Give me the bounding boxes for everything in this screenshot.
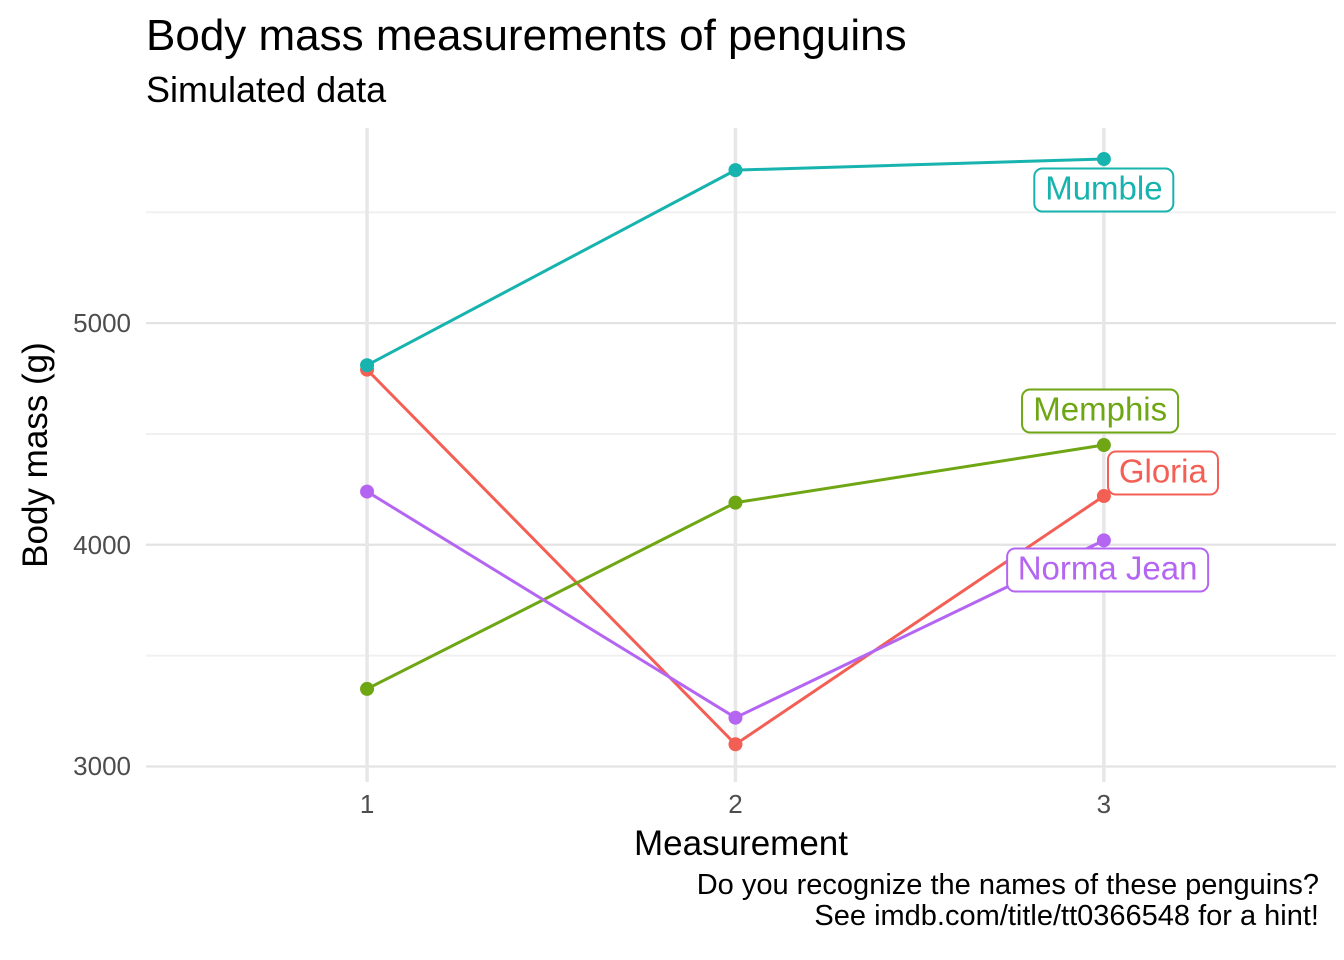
caption-line-1: Do you recognize the names of these peng… — [696, 869, 1319, 901]
x-tick-label-3: 3 — [1096, 789, 1112, 819]
data-point-norma-jean-1 — [360, 484, 375, 499]
chart-panel: Gloria Memphis Mumble Norma Jean 3000 4000 50… — [73, 128, 1336, 819]
data-point-norma-jean-3 — [1096, 533, 1111, 548]
caption-line-2: See imdb.com/title/tt0366548 for a hint! — [814, 900, 1319, 932]
y-tick-label-4000: 4000 — [73, 529, 131, 560]
data-point-norma-jean-2 — [728, 710, 743, 725]
y-tick-label-3000: 3000 — [73, 751, 131, 782]
x-tick-label-2: 2 — [728, 789, 743, 819]
data-point-gloria-2 — [728, 737, 743, 752]
data-point-mumble-1 — [360, 358, 375, 373]
caption: Do you recognize the names of these peng… — [697, 870, 1319, 932]
page-subtitle: Simulated data — [146, 69, 387, 110]
series-label-memphis: Memphis — [1021, 388, 1180, 434]
series-label-gloria: Gloria — [1106, 450, 1219, 496]
data-point-memphis-3 — [1096, 438, 1111, 453]
y-tick-label-5000: 5000 — [73, 308, 131, 339]
data-point-memphis-2 — [728, 495, 743, 510]
x-axis-title: Measurement — [634, 824, 848, 863]
data-point-mumble-2 — [728, 163, 743, 178]
data-point-mumble-3 — [1096, 152, 1111, 167]
series-label-mumble: Mumble — [1033, 167, 1175, 213]
series-label-norma-jean: Norma Jean — [1005, 547, 1210, 593]
x-tick-label-1: 1 — [359, 789, 375, 819]
data-point-gloria-3 — [1096, 489, 1111, 504]
chart-svg — [146, 128, 1336, 782]
data-point-memphis-1 — [360, 681, 375, 696]
page-title: Body mass measurements of penguins — [146, 11, 907, 60]
